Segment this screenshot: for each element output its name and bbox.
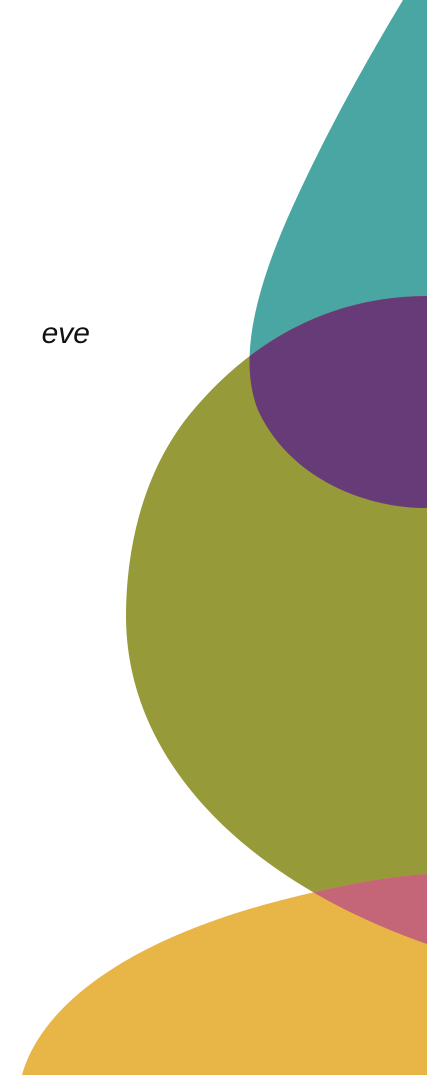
purple-overlap-shape (249, 296, 427, 508)
gold-base-shape (22, 874, 427, 1075)
partial-text-fragment: eve (41, 317, 90, 350)
